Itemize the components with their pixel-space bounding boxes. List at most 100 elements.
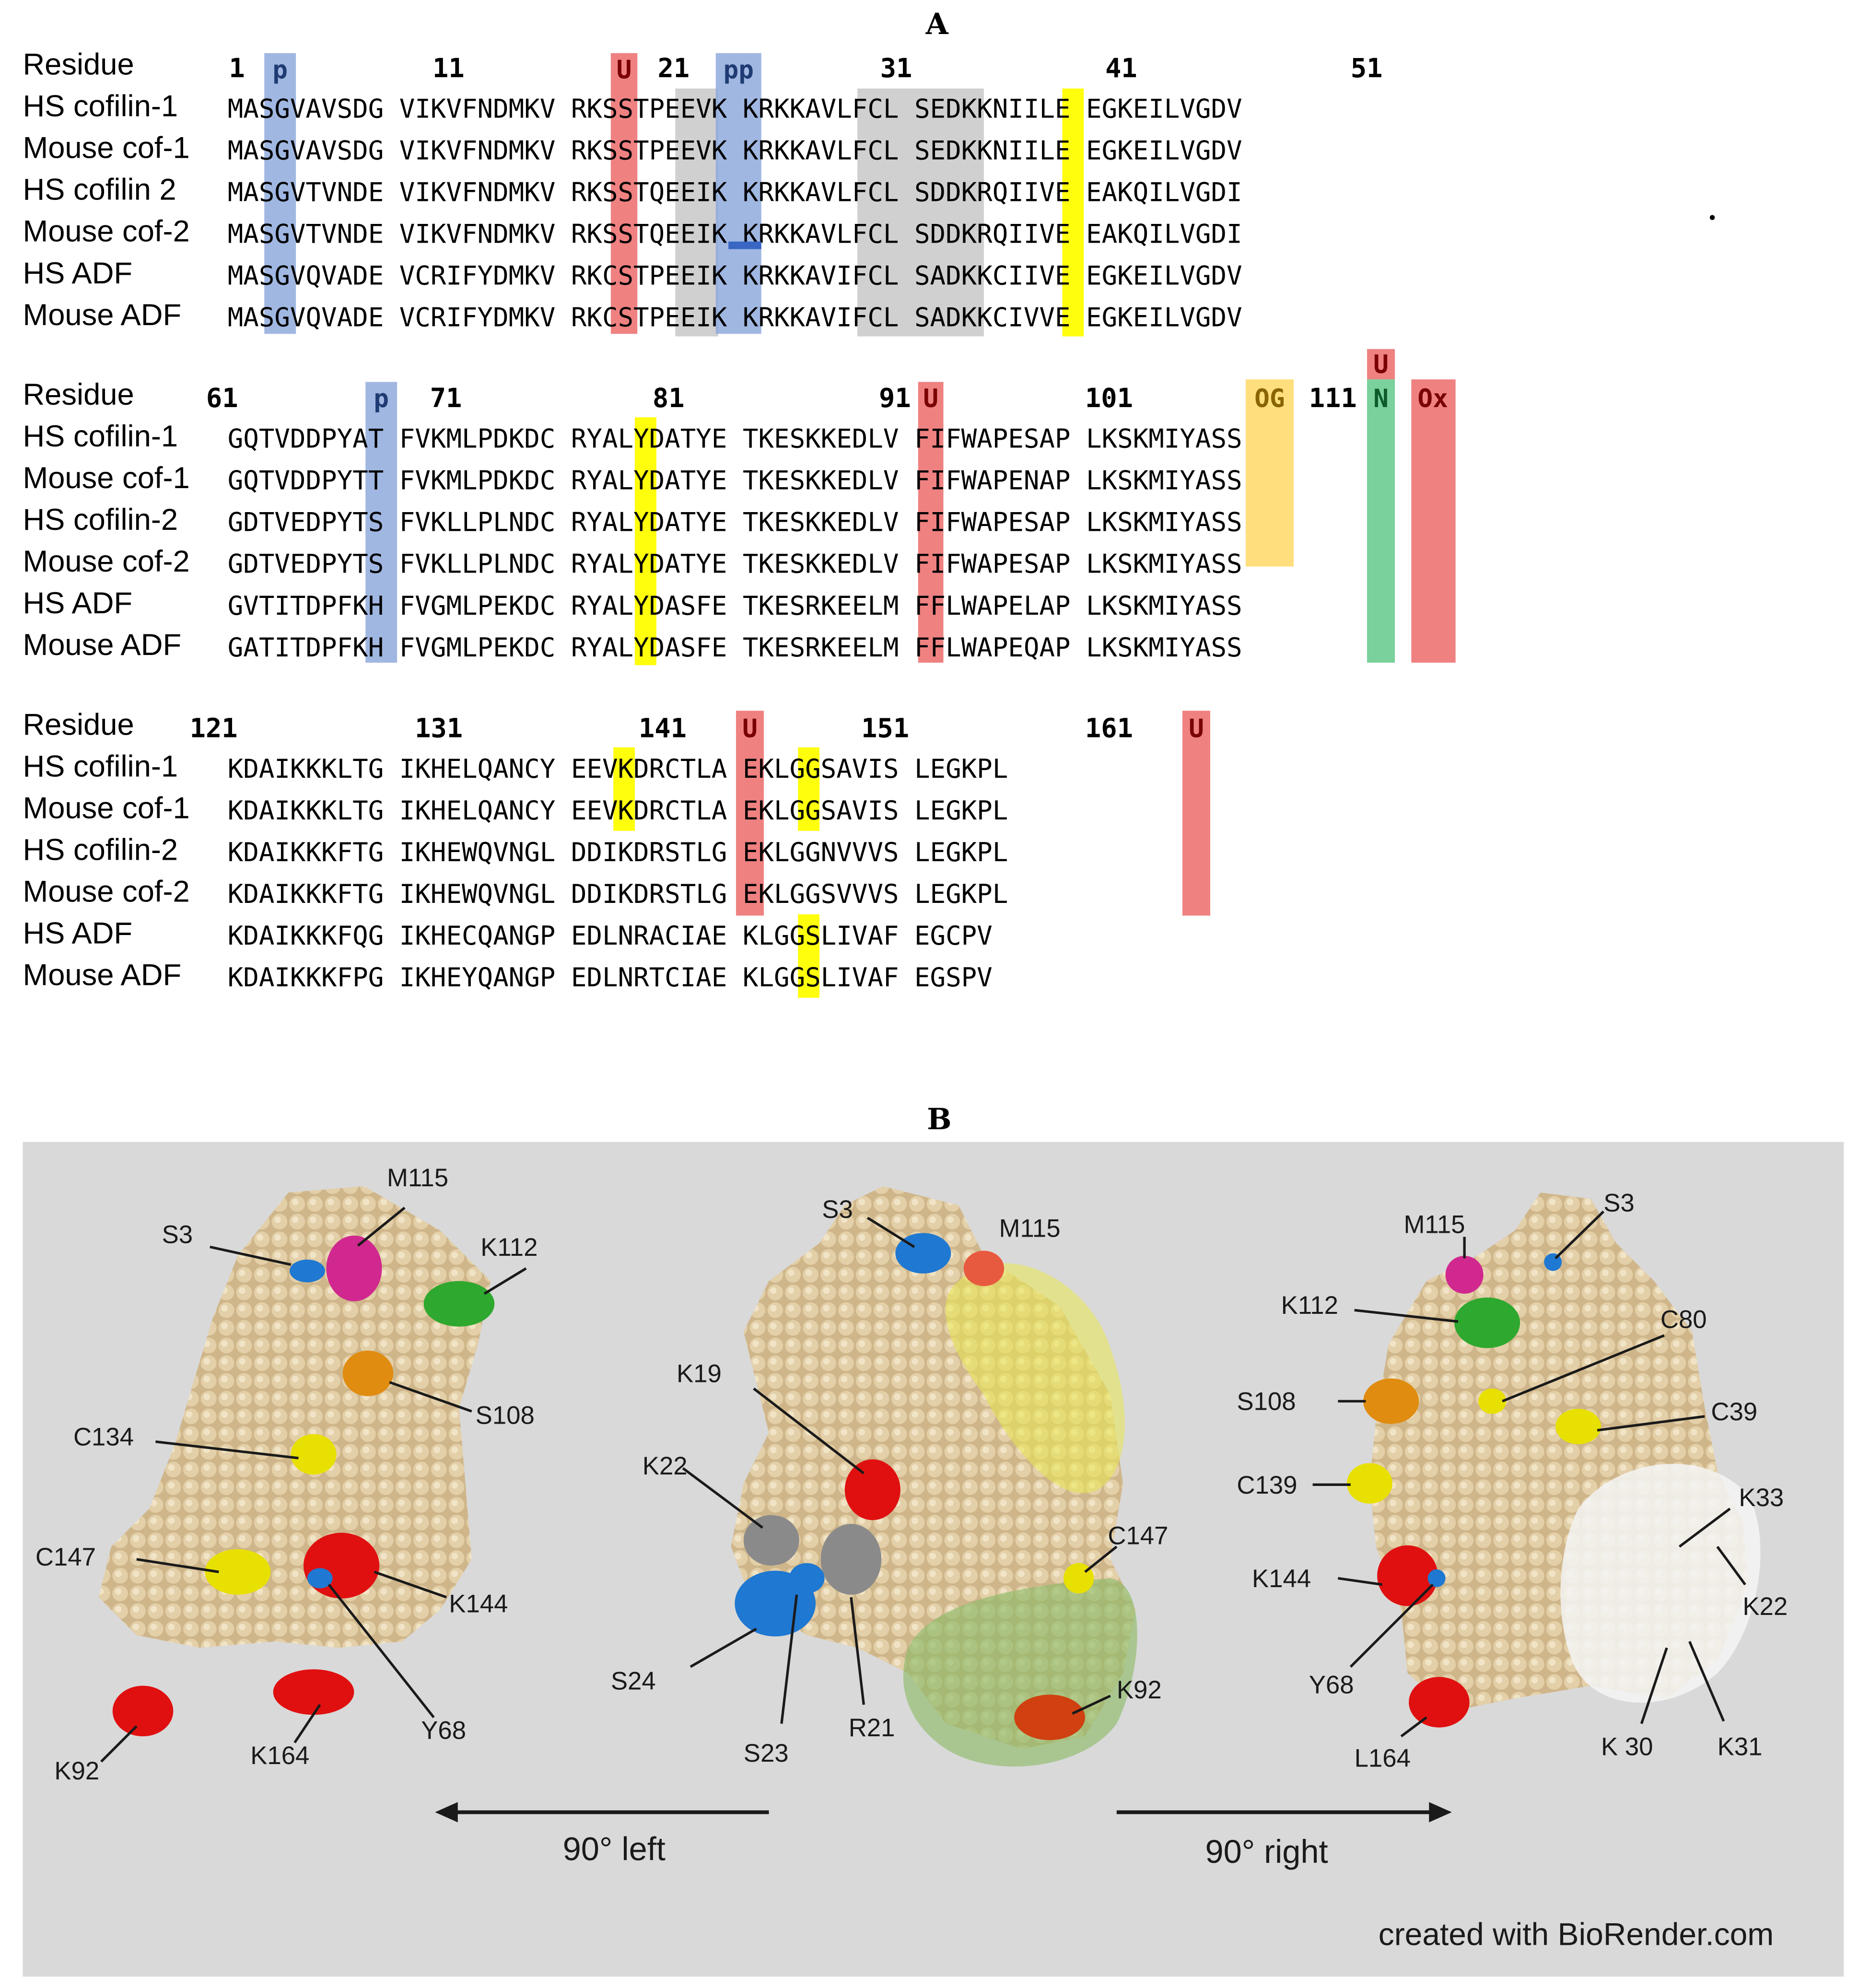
block2-row5-label: HS ADF (23, 586, 133, 621)
highlight-c39 (1062, 88, 1084, 337)
l164-site-right (1409, 1677, 1470, 1728)
s108-site-left (342, 1350, 394, 1396)
block1-row5-label: HS ADF (23, 257, 133, 291)
label-k112-right: K112 (1281, 1291, 1338, 1320)
block1-row2-seq: MASGVAVSDG VIKVFNDMKV RKSSTPEEVK KRKKAVL… (227, 135, 1242, 166)
k92-site-left (112, 1685, 174, 1737)
block3-row3-seq: KDAIKKKFTG IKHEWQVNGL DDIKDRSTLG EKLGGNV… (227, 837, 1008, 868)
label-c147-left: C147 (35, 1543, 96, 1571)
block1-num-21: 21 (657, 53, 690, 84)
k112-site-left (423, 1281, 495, 1327)
biorender-credit: created with BioRender.com (1379, 1916, 1774, 1952)
right-arrow-head (1429, 1802, 1452, 1823)
c139-site-right (1346, 1463, 1392, 1504)
highlight-c80 (634, 417, 656, 666)
block3-num-121: 121 (189, 713, 238, 744)
label-c134-left: C134 (73, 1423, 134, 1451)
k92-site-center (1014, 1695, 1085, 1741)
highlight-ss (715, 53, 761, 334)
arrow-left-label: 90° left (563, 1831, 666, 1868)
m115-site-center (963, 1251, 1005, 1286)
label-c139-right: C139 (1237, 1471, 1297, 1499)
block3-row6-label: Mouse ADF (23, 959, 182, 993)
label-m115-left: M115 (387, 1164, 448, 1192)
block3-num-131: 131 (415, 713, 463, 744)
highlight-k112 (1367, 379, 1395, 663)
block3-num-151: 151 (861, 713, 910, 744)
left-arrow-head (435, 1802, 458, 1823)
label-s108-right: S108 (1237, 1388, 1296, 1416)
block1-num-31: 31 (880, 53, 912, 84)
highlight-k19 (610, 53, 638, 334)
mark-p-s3: p (272, 54, 288, 85)
block3-row5-label: HS ADF (23, 917, 133, 951)
label-s108-left: S108 (476, 1402, 535, 1430)
block3-row4-seq: KDAIKKKFTG IKHEWQVNGL DDIKDRSTLG EKLGGSV… (227, 878, 1008, 910)
mark-u-k144: U (742, 713, 758, 744)
left-view: M115 S3 K112 S108 C134 C147 K144 Y68 K92… (35, 1164, 538, 1785)
yellow-region-center (945, 1263, 1125, 1494)
mark-u-k112: U (1373, 349, 1389, 380)
block1-row6-label: Mouse ADF (23, 298, 182, 333)
block2-row1-seq: GQTVDDPYAT FVKMLPDKDC RYALYDATYE TKESKKE… (227, 423, 1242, 454)
k19-site-center (844, 1459, 900, 1520)
highlight-rk (675, 88, 719, 337)
block2-num-91: 91 (878, 383, 911, 414)
block1-num-41: 41 (1105, 53, 1137, 84)
highlight-c139 (613, 747, 635, 831)
s23-site-center (789, 1563, 825, 1594)
label-k22-center: K22 (643, 1452, 688, 1480)
c80-site-right (1478, 1388, 1507, 1414)
block1-row3-seq: MASGVTVNDE VIKVFNDMKV RKSSTQEEIK KRKKAVL… (227, 177, 1242, 208)
c147-site-left (205, 1549, 271, 1595)
label-k92-left: K92 (54, 1757, 99, 1785)
mark-ox: Ox (1417, 383, 1448, 414)
block2-num-101: 101 (1085, 383, 1133, 414)
mark-u-k19: U (616, 54, 632, 85)
label-k22-right: K22 (1742, 1592, 1788, 1621)
mark-u-k164: U (1189, 713, 1204, 744)
block1-row5-seq: MASGVQVADE VCRIFYDMKV RKCSTPEEIK KRKKAVI… (227, 260, 1242, 291)
block1-row3-label: HS cofilin 2 (23, 173, 176, 208)
stray-dot (1709, 215, 1715, 220)
label-m115-right: M115 (1404, 1210, 1465, 1239)
block1-row6-seq: MASGVQVADE VCRIFYDMKV RKCSTPEEIK KRKKAVI… (227, 302, 1242, 333)
block2-row4-seq: GDTVEDPYTS FVKLLPLNDC RYALYDATYE TKESKKE… (227, 549, 1242, 579)
k112-site-right (1454, 1297, 1520, 1348)
cof2-underline-marker (728, 241, 761, 249)
block3-header-label: Residue (23, 708, 134, 743)
s3-site-left (289, 1259, 325, 1283)
k22-site-center (743, 1515, 799, 1566)
m115-site-right (1445, 1255, 1484, 1294)
r21-site-center (820, 1524, 882, 1595)
y68-site-right (1427, 1569, 1446, 1587)
block3-num-161: 161 (1085, 713, 1133, 744)
block3-row6-seq: KDAIKKKFPG IKHEYQANGP EDLNRTCIAE KLGGSLI… (227, 962, 993, 993)
label-s23-center: S23 (744, 1739, 789, 1767)
block2-num-81: 81 (652, 383, 685, 414)
highlight-y68 (365, 382, 398, 663)
label-k164-left: K164 (250, 1742, 309, 1770)
block2-num-111: 111 (1309, 383, 1357, 414)
m115-site-left (326, 1235, 382, 1301)
block3-num-141: 141 (638, 713, 687, 744)
block3-row2-label: Mouse cof-1 (23, 792, 190, 826)
c134-site-left (291, 1434, 337, 1475)
label-c147-center: C147 (1108, 1521, 1168, 1550)
center-view: S3 M115 K19 K22 C147 S24 S23 R21 K92 (611, 1186, 1168, 1767)
mark-pp: pp (723, 54, 754, 85)
block1-row2-label: Mouse cof-1 (23, 131, 190, 166)
arrow-right-label: 90° right (1205, 1833, 1328, 1870)
highlight-u113-marker (1367, 349, 1395, 380)
highlight-s108 (1245, 379, 1294, 567)
block1-num-1: 1 (229, 53, 245, 84)
s108-site-right (1363, 1378, 1419, 1424)
label-s3-center: S3 (822, 1195, 853, 1224)
block1-num-11: 11 (432, 53, 465, 84)
label-k33-right: K33 (1739, 1484, 1784, 1512)
block1-row1-seq: MASGVAVSDG VIKVFNDMKV RKSSTPEEVK KRKKAVL… (227, 94, 1242, 124)
leader-lines-right (1312, 1210, 1746, 1738)
block1-num-51: 51 (1350, 53, 1383, 84)
block2-num-71: 71 (430, 383, 462, 414)
